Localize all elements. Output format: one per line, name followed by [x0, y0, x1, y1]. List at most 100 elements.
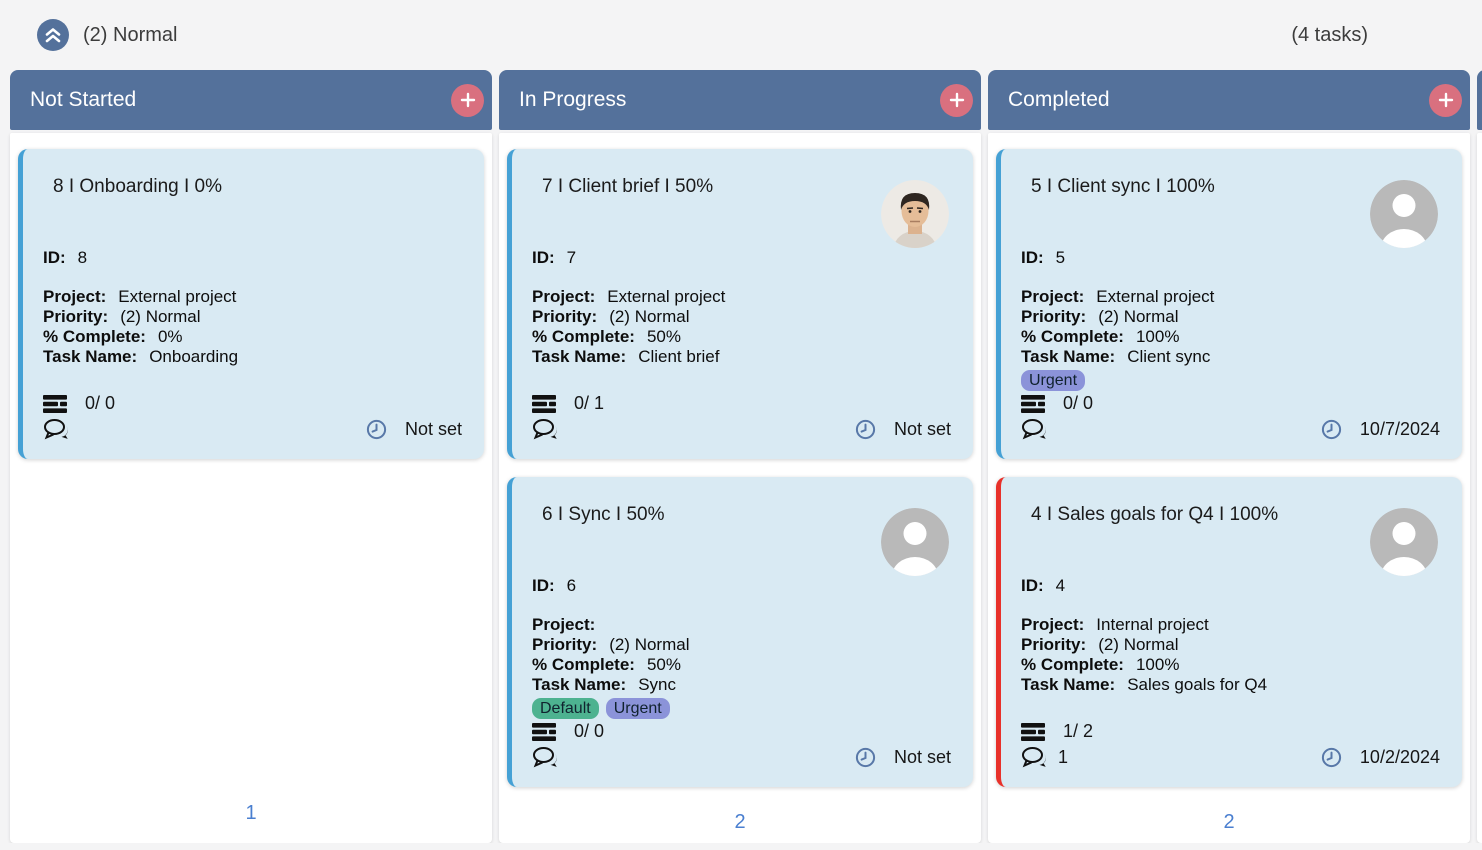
- field-value: 8: [77, 248, 88, 267]
- field-label: ID:: [532, 248, 555, 267]
- task-card[interactable]: 8 I Onboarding I 0% ID: 8 Project: Externa…: [18, 149, 484, 459]
- tag-urgent: Urgent: [605, 698, 670, 719]
- clock-icon: [1321, 419, 1342, 439]
- field-label: ID:: [1021, 248, 1044, 267]
- comments-icon: [44, 419, 68, 440]
- column-not-started: Not Started 8 I Onboarding I 0% ID: 8 Pro…: [10, 70, 492, 843]
- card-fields: Project: External project Priority: (2) No…: [532, 287, 951, 367]
- card-tags: [532, 369, 951, 392]
- card-tags: Urgent: [1021, 369, 1440, 392]
- field-label: Task Name:: [43, 347, 138, 366]
- card-bottom-row: Not set: [43, 417, 462, 441]
- field-label: Priority:: [532, 635, 598, 654]
- field-label: % Complete:: [43, 327, 146, 346]
- add-card-button[interactable]: [1429, 83, 1462, 117]
- column-body: 7 I Client brief I 50%: [499, 133, 981, 843]
- subtasks-icon: [532, 722, 556, 741]
- field-value: External project: [1096, 287, 1215, 306]
- column-body: [1477, 133, 1482, 843]
- card-bottom-row: Not set: [532, 417, 951, 441]
- field-value: External project: [607, 287, 726, 306]
- field-value: 4: [1055, 576, 1066, 595]
- field-value: 50%: [646, 327, 681, 346]
- subtasks-row: 1/ 2: [1021, 721, 1440, 742]
- field-value: 100%: [1135, 655, 1180, 674]
- subtasks-count: 0/ 0: [85, 393, 116, 413]
- column-header: Completed: [988, 70, 1470, 130]
- field-value: (2) Normal: [1098, 307, 1179, 326]
- card-bottom-row: 1 10/2/2024: [1021, 745, 1440, 769]
- tag-default: Default: [532, 698, 599, 719]
- field-label: Priority:: [1021, 635, 1087, 654]
- due-date: Not set: [366, 419, 462, 440]
- field-label: Priority:: [1021, 307, 1087, 326]
- field-value: Sales goals for Q4: [1127, 675, 1268, 694]
- field-label: ID:: [1021, 576, 1044, 595]
- subtasks-count: 0/ 0: [1063, 393, 1094, 413]
- field-label: Project:: [43, 287, 107, 306]
- card-fields: Project: External project Priority: (2) No…: [43, 287, 462, 367]
- field-value: (2) Normal: [609, 307, 690, 326]
- card-id-row: ID: 8: [43, 248, 462, 268]
- card-bottom-row: Not set: [532, 745, 951, 769]
- subtasks-count: 0/ 1: [574, 393, 605, 413]
- column-in-progress: In Progress 7 I Client brief I 50%: [499, 70, 981, 843]
- column-card-count: 2: [1223, 811, 1235, 833]
- clock-icon: [855, 419, 876, 439]
- task-card[interactable]: 6 I Sync I 50% ID: 6 Project: Priority: (2…: [507, 477, 973, 787]
- task-card[interactable]: 4 I Sales goals for Q4 I 100% ID: 4 Proje…: [996, 477, 1462, 787]
- field-label: % Complete:: [532, 655, 635, 674]
- field-value: (2) Normal: [120, 307, 201, 326]
- due-date: 10/7/2024: [1321, 419, 1440, 440]
- clock-icon: [855, 747, 876, 767]
- card-title: 8 I Onboarding I 0%: [53, 176, 222, 197]
- card-id-row: ID: 4: [1021, 576, 1440, 596]
- field-label: % Complete:: [1021, 655, 1124, 674]
- subtasks-row: 0/ 1: [532, 393, 951, 414]
- field-label: Priority:: [532, 307, 598, 326]
- card-fields: Project: External project Priority: (2) No…: [1021, 287, 1440, 367]
- add-card-button[interactable]: [451, 83, 484, 117]
- column-header: Not Started: [10, 70, 492, 130]
- field-value: 0%: [157, 327, 183, 346]
- subtasks-icon: [1021, 722, 1045, 741]
- add-card-button[interactable]: [940, 83, 973, 117]
- comments-icon: [1022, 747, 1046, 768]
- plus-icon: [949, 92, 964, 108]
- field-label: Task Name:: [532, 675, 627, 694]
- task-card[interactable]: 7 I Client brief I 50%: [507, 149, 973, 459]
- task-card[interactable]: 5 I Client sync I 100% ID: 5 Project: Exte…: [996, 149, 1462, 459]
- card-id-row: ID: 6: [532, 576, 951, 596]
- column-partial: [1477, 70, 1482, 843]
- field-label: Task Name:: [1021, 347, 1116, 366]
- plus-icon: [460, 92, 475, 108]
- card-tags: [43, 369, 462, 392]
- field-value: (2) Normal: [1098, 635, 1179, 654]
- field-label: Project:: [532, 615, 596, 634]
- subtasks-row: 0/ 0: [43, 393, 462, 414]
- column-card-count: 1: [245, 802, 257, 824]
- field-value: 6: [566, 576, 577, 595]
- column-body: 8 I Onboarding I 0% ID: 8 Project: Externa…: [10, 133, 492, 843]
- subtasks-icon: [43, 394, 67, 413]
- field-value: 50%: [646, 655, 681, 674]
- subtasks-row: 0/ 0: [532, 721, 951, 742]
- subtasks-row: 0/ 0: [1021, 393, 1440, 414]
- card-title: 5 I Client sync I 100%: [1031, 176, 1215, 197]
- group-header: (2) Normal (4 tasks): [0, 0, 1482, 70]
- field-label: Project:: [532, 287, 596, 306]
- assignee-avatar-placeholder: [1370, 180, 1438, 248]
- subtasks-icon: [532, 394, 556, 413]
- due-date: Not set: [855, 747, 951, 768]
- subtasks-count: 1/ 2: [1063, 721, 1094, 741]
- priority-group-collapse-icon[interactable]: [37, 19, 69, 51]
- card-fields: Project: Internal project Priority: (2) No…: [1021, 615, 1440, 695]
- field-value: External project: [118, 287, 237, 306]
- due-date: Not set: [855, 419, 951, 440]
- card-tags: [1021, 697, 1440, 720]
- subtasks-count: 0/ 0: [574, 721, 605, 741]
- column-title: Completed: [1008, 88, 1110, 111]
- due-date: 10/2/2024: [1321, 747, 1440, 768]
- column-body: 5 I Client sync I 100% ID: 5 Project: Exte…: [988, 133, 1470, 843]
- group-title: (2) Normal: [83, 23, 178, 46]
